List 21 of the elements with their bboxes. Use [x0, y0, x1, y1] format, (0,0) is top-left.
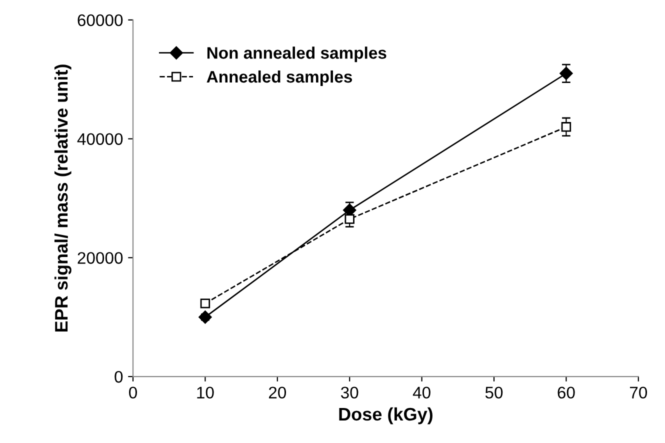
legend-label: Annealed samples — [206, 70, 352, 86]
y-tick-label: 60000 — [78, 14, 123, 26]
point — [561, 122, 572, 132]
y-tick-label: 40000 — [77, 133, 123, 146]
y-tick-label: 20000 — [78, 252, 123, 264]
point — [198, 310, 212, 324]
y-axis-title: EPR signal/ mass (relative unit) — [54, 64, 72, 332]
point — [560, 66, 573, 80]
x-tick-label: 40 — [412, 386, 430, 399]
x-tick-label: 60 — [558, 386, 575, 399]
x-tick-label: 0 — [129, 386, 137, 399]
point — [344, 214, 354, 224]
x-tick-label: 20 — [268, 386, 286, 399]
x-axis-title: Dose (kGy) — [339, 407, 432, 424]
x-tick-label: 50 — [485, 386, 503, 399]
x-tick-label: 70 — [630, 386, 648, 399]
legend-label: Non annealed samples — [207, 46, 386, 62]
x-tick-label: 30 — [340, 386, 358, 399]
point — [200, 298, 210, 308]
x-tick-label: 10 — [197, 386, 214, 399]
y-tick-label: 0 — [114, 370, 123, 383]
